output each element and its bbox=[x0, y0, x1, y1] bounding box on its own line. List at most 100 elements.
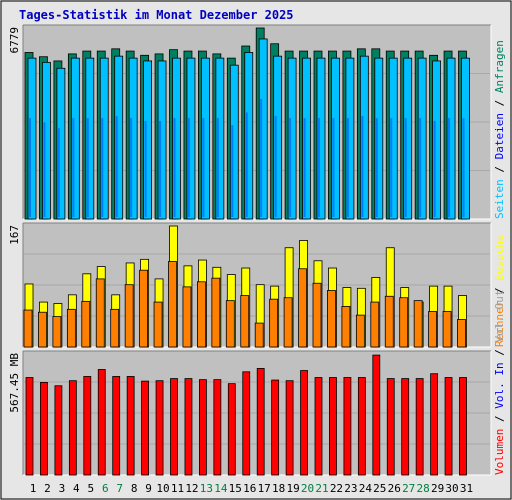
legend-vol-in: Vol. In bbox=[493, 362, 506, 408]
bar-rechner bbox=[413, 300, 423, 348]
bar-dateien bbox=[433, 120, 436, 217]
legend-seiten: Seiten bbox=[493, 179, 506, 219]
x-tick-label: 15 bbox=[229, 482, 242, 495]
bar-seiten bbox=[186, 57, 196, 220]
bar-seiten bbox=[42, 61, 51, 220]
bar-volumen bbox=[329, 377, 337, 476]
bar-seiten bbox=[359, 55, 369, 220]
bar-dateien bbox=[159, 120, 162, 217]
bar-seiten bbox=[128, 57, 138, 220]
bar-seiten bbox=[229, 64, 239, 220]
x-tick-label: 28 bbox=[417, 482, 430, 495]
bar-seiten bbox=[70, 57, 80, 220]
bar-dateien bbox=[43, 122, 46, 217]
bar-dateien bbox=[101, 118, 104, 217]
bar-dateien bbox=[216, 118, 219, 217]
y-max-label-visits: 167 bbox=[8, 225, 21, 245]
bar-dateien bbox=[332, 118, 335, 217]
bar-rechner bbox=[312, 282, 322, 348]
bar-volumen bbox=[112, 376, 121, 476]
bar-volumen bbox=[401, 378, 410, 476]
bar-dateien bbox=[57, 128, 60, 217]
bar-dateien bbox=[375, 118, 378, 217]
legend-separator: / bbox=[493, 93, 506, 113]
bar-volumen bbox=[242, 371, 251, 476]
bar-seiten bbox=[331, 57, 340, 220]
x-tick-label: 18 bbox=[272, 482, 285, 495]
bar-dateien bbox=[361, 116, 364, 217]
bar-rechner bbox=[327, 290, 336, 348]
bar-volumen bbox=[227, 383, 236, 476]
bar-volumen bbox=[343, 377, 352, 476]
bar-rechner bbox=[182, 286, 192, 348]
x-tick-label: 2 bbox=[44, 482, 51, 495]
bar-seiten bbox=[27, 57, 37, 220]
bar-seiten bbox=[114, 55, 124, 220]
legend-requests: Seiten / Dateien / Anfragen bbox=[493, 40, 506, 219]
bar-rechner bbox=[52, 316, 62, 348]
bar-rechner bbox=[254, 322, 264, 348]
legend-separator: / bbox=[493, 343, 506, 363]
bar-volumen bbox=[444, 377, 453, 476]
y-max-label-volume: 567.45 MB bbox=[8, 353, 21, 413]
bar-volumen bbox=[430, 373, 439, 476]
bar-seiten bbox=[432, 60, 442, 220]
bar-rechner bbox=[196, 281, 206, 348]
bar-dateien bbox=[274, 116, 277, 217]
bar-dateien bbox=[173, 118, 176, 217]
x-tick-label: 11 bbox=[171, 482, 184, 495]
bar-rechner bbox=[66, 308, 76, 348]
bar-volumen bbox=[314, 377, 323, 476]
legend-besuche: Besuche bbox=[493, 234, 506, 280]
legend-volume: Volumen / Vol. In / Vol. Out bbox=[493, 290, 506, 475]
bar-rechner bbox=[240, 295, 250, 348]
bar-volumen bbox=[25, 377, 34, 476]
x-tick-label: 19 bbox=[286, 482, 299, 495]
bar-volumen bbox=[415, 378, 424, 476]
bar-seiten bbox=[403, 57, 413, 220]
bar-dateien bbox=[260, 98, 263, 217]
bar-volumen bbox=[54, 385, 63, 476]
bar-rechner bbox=[139, 269, 149, 348]
bar-rechner bbox=[428, 311, 438, 348]
x-tick-label: 22 bbox=[330, 482, 343, 495]
x-tick-label: 17 bbox=[258, 482, 271, 495]
x-tick-label: 20 bbox=[301, 482, 314, 495]
x-tick-label: 13 bbox=[200, 482, 213, 495]
bar-rechner bbox=[370, 301, 380, 348]
bar-seiten bbox=[157, 60, 167, 220]
bar-volumen bbox=[357, 377, 366, 476]
legend-visits: Rechner / Besuche bbox=[493, 234, 506, 347]
bar-seiten bbox=[417, 57, 427, 220]
bar-volumen bbox=[256, 368, 265, 476]
x-tick-label: 7 bbox=[116, 482, 123, 495]
bar-rechner bbox=[124, 284, 134, 348]
legend-vol-out: Vol. Out bbox=[493, 290, 506, 343]
bar-rechner bbox=[341, 306, 351, 348]
x-tick-label: 3 bbox=[59, 482, 66, 495]
bar-seiten bbox=[143, 60, 153, 220]
bar-dateien bbox=[202, 118, 205, 217]
bar-seiten bbox=[244, 52, 254, 220]
bar-volumen bbox=[213, 379, 222, 476]
x-tick-label: 26 bbox=[388, 482, 401, 495]
x-tick-label: 23 bbox=[344, 482, 357, 495]
bar-rechner bbox=[283, 297, 293, 348]
bar-dateien bbox=[404, 118, 407, 217]
legend-anfragen: Anfragen bbox=[493, 40, 506, 93]
bar-seiten bbox=[99, 57, 109, 220]
bar-volumen bbox=[198, 379, 207, 476]
bar-rechner bbox=[442, 311, 452, 348]
bar-rechner bbox=[399, 297, 409, 348]
x-tick-label: 5 bbox=[87, 482, 94, 495]
bar-seiten bbox=[446, 57, 456, 220]
bar-rechner bbox=[95, 278, 105, 348]
bar-dateien bbox=[86, 118, 89, 217]
x-tick-label: 31 bbox=[460, 482, 473, 495]
x-tick-label: 6 bbox=[102, 482, 109, 495]
x-tick-label: 8 bbox=[131, 482, 138, 495]
bar-seiten bbox=[273, 55, 283, 220]
bar-seiten bbox=[172, 57, 181, 220]
